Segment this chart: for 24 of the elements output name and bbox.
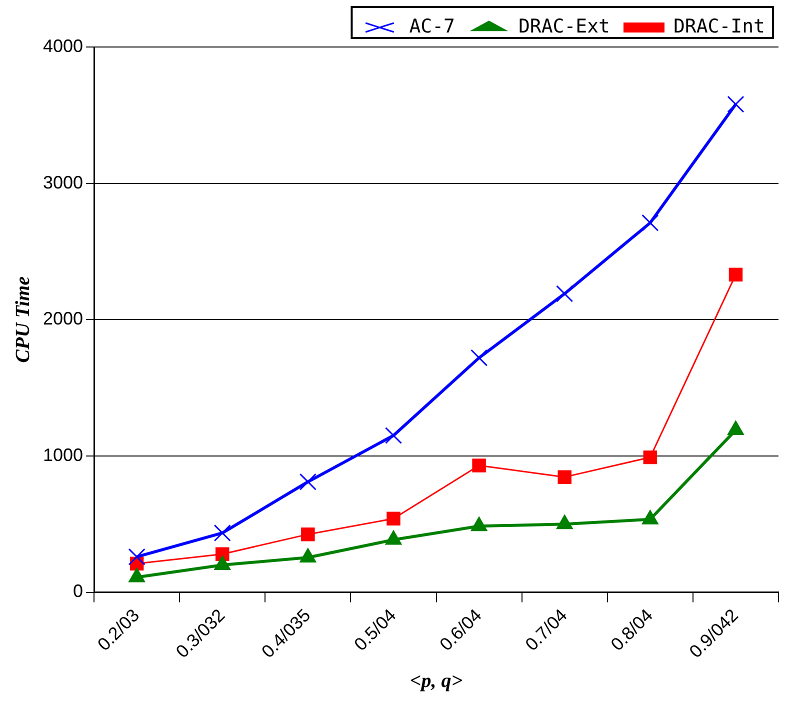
point	[642, 214, 659, 232]
legend-label: DRAC-Ext	[518, 15, 610, 38]
y-tick-label: 1000	[42, 444, 84, 465]
point	[214, 524, 231, 542]
y-tick-label: 3000	[42, 172, 84, 192]
point	[301, 527, 315, 542]
point	[470, 349, 488, 366]
point	[558, 470, 572, 484]
point	[384, 426, 402, 444]
point	[727, 96, 744, 113]
point	[386, 512, 400, 526]
y-tick-label: 0	[73, 581, 84, 602]
point	[299, 473, 316, 490]
point	[556, 285, 574, 302]
y-tick-label: 2000	[42, 308, 84, 329]
legend-label: DRAC-Int	[673, 15, 766, 38]
point	[728, 268, 743, 282]
legend-label: AC-7	[409, 15, 455, 38]
y-tick-label: 4000	[42, 36, 84, 56]
y-axis-title: CPU Time	[12, 276, 34, 363]
point	[472, 458, 486, 472]
point	[643, 450, 658, 464]
x-axis-title: <p, q>	[410, 670, 463, 692]
point	[128, 548, 146, 566]
